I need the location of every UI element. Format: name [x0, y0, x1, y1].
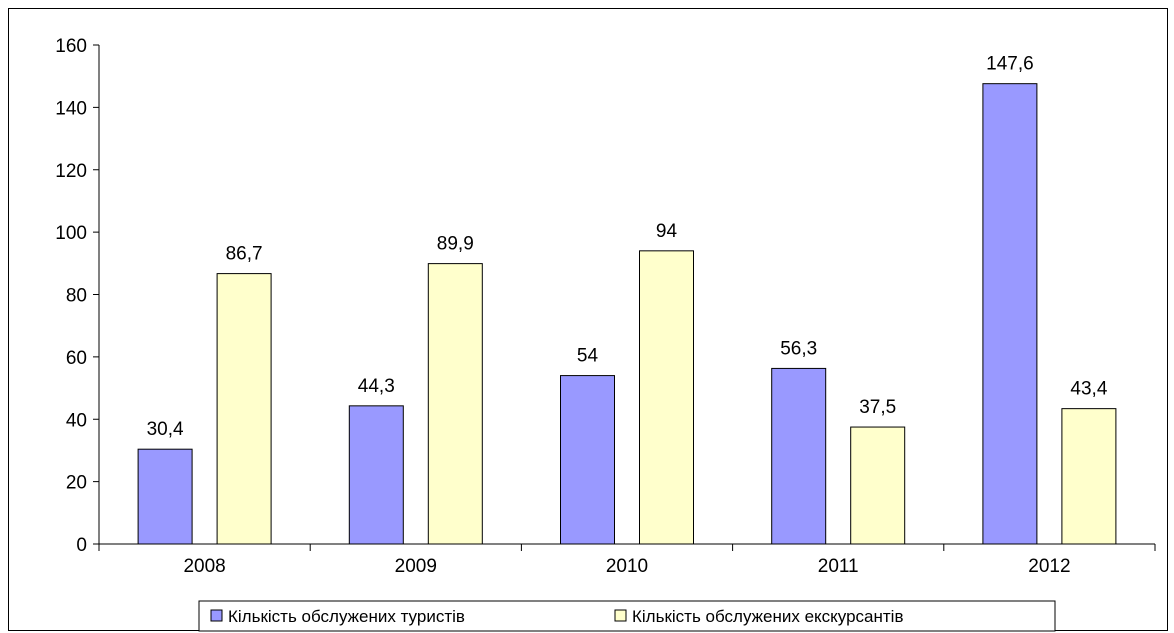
data-label: 147,6	[986, 54, 1034, 75]
x-tick-label: 2011	[818, 556, 859, 577]
data-label: 89,9	[437, 234, 474, 255]
bar	[639, 250, 694, 545]
y-tick-label: 0	[76, 535, 87, 556]
x-tick-label: 2009	[395, 556, 437, 577]
legend-swatch	[614, 609, 627, 622]
x-axis: 2008 2009 2010 2011 2012	[98, 543, 1156, 577]
data-label: 86,7	[226, 244, 263, 265]
bar	[348, 405, 404, 545]
bar	[850, 426, 906, 545]
y-tick-label: 20	[66, 473, 87, 494]
bar	[427, 263, 483, 545]
x-tick-label: 2008	[183, 556, 225, 577]
y-tick-label: 100	[55, 223, 87, 244]
bar	[560, 375, 615, 545]
bar	[982, 83, 1038, 545]
bar	[137, 448, 193, 545]
data-label: 94	[656, 221, 678, 242]
y-tick-label: 160	[55, 36, 87, 57]
y-tick-label: 120	[55, 161, 87, 182]
data-label: 56,3	[780, 338, 817, 359]
bar	[1061, 408, 1117, 545]
legend: Кількість обслужених туристів Кількість о…	[198, 600, 1056, 632]
legend-label: Кількість обслужених екскурсантів	[632, 607, 904, 626]
data-label: 30,4	[147, 419, 184, 440]
x-tick-label: 2010	[606, 556, 648, 577]
y-axis: 0 20 40 60 80 100 120 140 160	[55, 36, 100, 556]
legend-swatch	[210, 609, 223, 622]
data-label: 43,4	[1070, 379, 1107, 400]
y-tick-label: 140	[55, 98, 87, 119]
y-tick-label: 60	[66, 348, 87, 369]
y-tick-label: 40	[66, 410, 87, 431]
data-label: 37,5	[859, 397, 896, 418]
legend-label: Кількість обслужених туристів	[228, 607, 465, 626]
data-label: 44,3	[358, 376, 395, 397]
legend-box	[198, 600, 1056, 632]
y-tick-label: 80	[66, 286, 87, 307]
x-tick-label: 2012	[1028, 556, 1070, 577]
bars	[137, 83, 1117, 545]
bar	[216, 273, 272, 545]
bar	[771, 367, 827, 545]
data-label: 54	[577, 346, 599, 367]
data-labels: 30,4 44,3 54 56,3 147,6 86,7 89,9 94 37,5 43,4	[147, 54, 1108, 441]
